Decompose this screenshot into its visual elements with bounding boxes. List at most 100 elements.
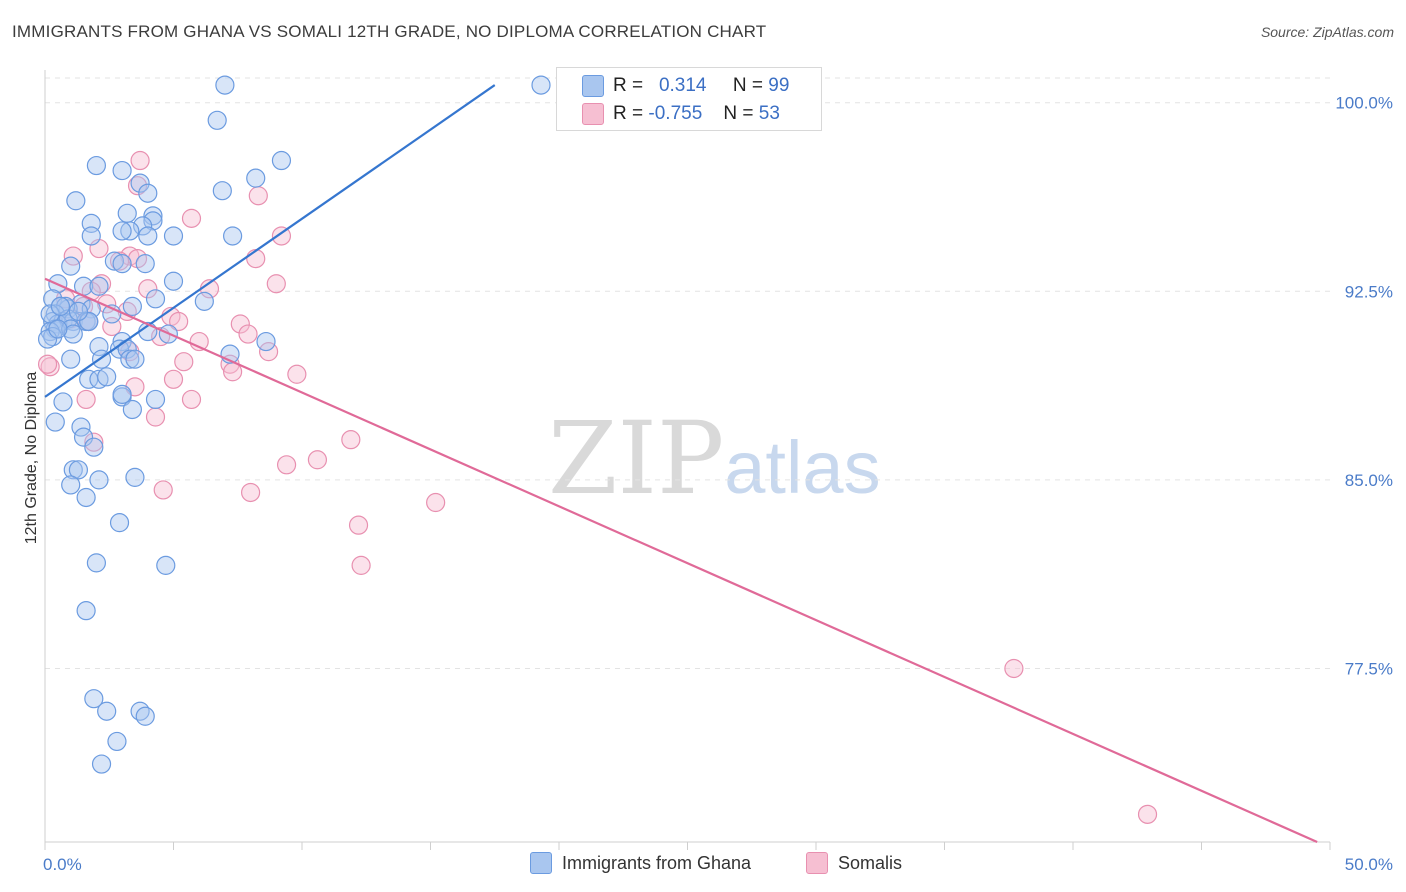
ghana-point (125, 467, 145, 487)
ghana-point (97, 367, 117, 387)
ghana-point (89, 276, 109, 296)
somali-point (163, 369, 184, 389)
ghana-point (84, 437, 104, 457)
ghana-point (97, 701, 117, 721)
r-label: R = (613, 103, 644, 124)
series-legend: Immigrants from Ghana Somalis (0, 850, 1406, 880)
ghana-point (156, 555, 176, 575)
somali-point (426, 492, 446, 513)
somali-point (84, 432, 104, 452)
ghana-point (68, 460, 89, 480)
r-value: -0.755 (648, 103, 703, 124)
ghana-point (68, 301, 89, 322)
somali-point (130, 150, 150, 171)
somali-point (1137, 804, 1158, 824)
legend-label-ghana: Immigrants from Ghana (562, 852, 752, 873)
legend-row-text: R = 0.314 N = 99 (613, 75, 789, 97)
somali-point (138, 279, 158, 299)
ghana-point (207, 110, 227, 130)
ghana-point (112, 384, 132, 404)
somali-point (238, 324, 258, 344)
x-tick-label-min: 0.0% (43, 855, 82, 874)
ghana-point (112, 221, 132, 241)
ghana-point (122, 296, 142, 316)
ghana-point (50, 296, 71, 316)
ghana-point (112, 254, 132, 274)
ghana-point (37, 329, 58, 349)
chart-title: IMMIGRANTS FROM GHANA VS SOMALI 12TH GRA… (12, 22, 767, 41)
ghana-point (120, 221, 140, 241)
somali-point (181, 389, 202, 410)
ghana-point (223, 226, 243, 246)
ghana-point (76, 601, 96, 621)
ghana-point (130, 173, 150, 193)
somali-point (120, 246, 140, 266)
ghana-point (61, 256, 81, 276)
ghana-point (212, 181, 232, 201)
ghana-point (109, 339, 130, 359)
ghana-point (61, 475, 81, 495)
ghana-point (91, 754, 112, 774)
ghana-point (246, 168, 266, 188)
somali-point (127, 176, 148, 196)
somali-point (174, 352, 194, 372)
somali-point (181, 208, 202, 228)
y-tick-label: 77.5% (1345, 659, 1393, 678)
somali-point (230, 314, 250, 334)
ghana-point (163, 271, 184, 291)
somali-point (40, 357, 60, 377)
somali-point (246, 248, 266, 269)
source-label: Source: ZipAtlas.com (1260, 24, 1394, 40)
n-label: N = (732, 75, 764, 96)
ghana-point (143, 206, 163, 226)
ghana-point (133, 216, 153, 236)
ghana-point (112, 160, 132, 181)
ghana-point (53, 392, 73, 412)
correlation-legend: R = 0.314 N = 99 R = -0.755 N = 53 (556, 67, 822, 131)
ghana-point (63, 324, 83, 344)
ghana-point (125, 349, 145, 369)
n-label: N = (723, 103, 754, 124)
r-value: 0.314 (658, 75, 707, 96)
legend-label-somali: Somalis (838, 852, 903, 873)
somali-trendline (44, 277, 1318, 844)
watermark-atlas: atlas (724, 426, 881, 509)
ghana-point (63, 460, 83, 480)
somali-point (169, 311, 189, 332)
somali-point (76, 389, 96, 410)
ghana-point (76, 487, 96, 508)
watermark-zip: ZIP (548, 400, 725, 517)
somali-swatch (806, 852, 828, 874)
legend-item-somali: Somalis (806, 852, 902, 874)
somali-point (351, 555, 371, 575)
ghana-point (45, 412, 65, 432)
ghana-point (81, 226, 101, 246)
ghana-point (215, 75, 235, 95)
ghana-point (61, 349, 81, 369)
ghana-point (86, 155, 107, 176)
y-tick-label: 100.0% (1335, 94, 1393, 113)
n-value: 99 (768, 75, 790, 96)
somali-point (276, 455, 297, 475)
ghana-point (143, 211, 163, 231)
somali-point (341, 430, 361, 450)
legend-item-ghana: Immigrants from Ghana (530, 852, 751, 874)
somali-point (348, 515, 369, 535)
legend-row-text: R = -0.755 N = 53 (613, 103, 780, 125)
ghana-point (89, 337, 109, 357)
ghana-trendline (44, 84, 496, 398)
ghana-point (104, 251, 124, 271)
somali-point (307, 450, 328, 470)
ghana-point (84, 689, 104, 709)
ghana-point (109, 513, 130, 533)
ghana-point (40, 304, 60, 324)
ghana-swatch (530, 852, 552, 874)
ghana-point (138, 183, 158, 203)
ghana-point (194, 291, 214, 311)
somali-point (153, 480, 173, 500)
ghana-point (89, 470, 109, 490)
ghana-point (163, 226, 184, 246)
ghana-point (135, 254, 155, 274)
ghana-point (117, 203, 137, 223)
